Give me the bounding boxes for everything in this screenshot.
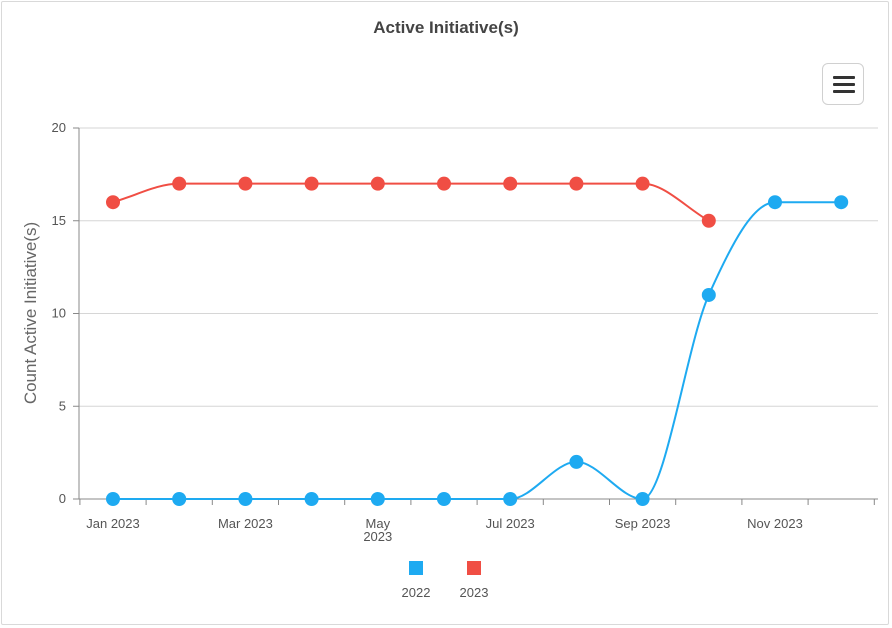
series-2023 [106, 176, 716, 228]
legend-swatch-2022 [409, 561, 423, 575]
legend-label-2023: 2023 [460, 585, 489, 600]
x-tick-label: Mar 2023 [218, 516, 273, 531]
y-axis-label: Count Active Initiative(s) [21, 222, 40, 404]
x-tick-label: Jan 2023 [86, 516, 140, 531]
data-point-2023 [238, 176, 253, 191]
y-tick-label: 20 [52, 120, 66, 135]
x-tick-label: Sep 2023 [615, 516, 671, 531]
data-point-2023 [370, 176, 385, 191]
data-point-2022 [701, 287, 716, 302]
chart-menu-button[interactable] [822, 63, 864, 105]
series-line-2022 [113, 201, 842, 501]
data-point-2023 [701, 213, 716, 228]
data-point-2022 [768, 195, 782, 210]
y-tick-label: 10 [52, 306, 66, 321]
legend-swatch-2023 [467, 561, 481, 575]
data-point-2023 [503, 176, 518, 191]
series-layer [106, 176, 849, 506]
legend: 2022 2023 [402, 561, 489, 600]
y-tick-label: 15 [52, 213, 66, 228]
x-tick-label: Jul 2023 [486, 516, 535, 531]
data-point-2022 [437, 492, 451, 506]
x-tick-label: 2023 [363, 529, 392, 544]
x-tick-label: Nov 2023 [747, 516, 803, 531]
hamburger-menu-icon [833, 76, 855, 79]
grid-lines [79, 127, 878, 407]
data-point-2023 [304, 176, 319, 191]
legend-label-2022: 2022 [402, 585, 431, 600]
data-point-2023 [172, 176, 187, 191]
data-point-2022 [238, 492, 253, 506]
data-point-2022 [503, 492, 518, 506]
data-point-2022 [635, 492, 650, 506]
data-point-2023 [437, 176, 451, 191]
data-point-2022 [834, 195, 849, 210]
data-point-2023 [106, 195, 120, 210]
x-tick-label: May [366, 516, 391, 531]
y-tick-label: 0 [59, 491, 66, 506]
data-point-2022 [172, 492, 187, 506]
data-point-2022 [106, 492, 120, 506]
data-point-2022 [569, 454, 584, 469]
data-point-2022 [370, 492, 385, 506]
y-tick-label: 5 [59, 398, 66, 413]
chart-title: Active Initiative(s) [373, 18, 519, 37]
series-line-2023 [112, 182, 710, 222]
data-point-2023 [569, 176, 584, 191]
data-point-2023 [635, 176, 650, 191]
data-point-2022 [304, 492, 319, 506]
series-2022 [106, 195, 849, 506]
